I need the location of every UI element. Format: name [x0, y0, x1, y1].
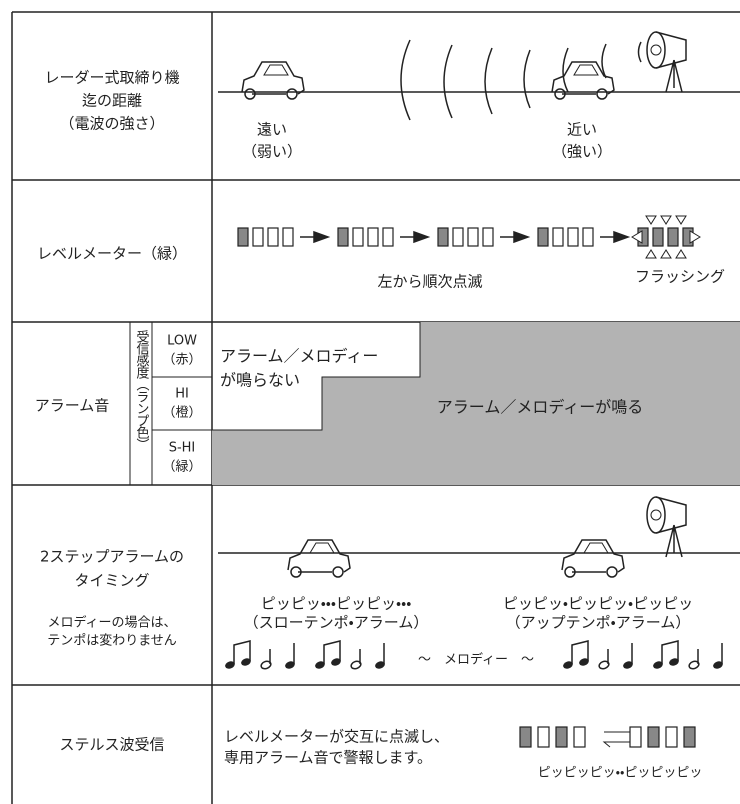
near-label: （強い） — [552, 143, 612, 161]
row-label: アラーム音 — [35, 397, 110, 415]
slow-label: （スローテンポ・アラーム） — [244, 614, 429, 632]
meter-segment — [629, 726, 642, 748]
meter-segment — [537, 726, 550, 748]
sounds-label: アラーム／メロディーが鳴る — [437, 398, 643, 417]
meter-segment — [237, 227, 249, 247]
row-label: 2ステップアラームの — [40, 548, 184, 566]
row-label: 迄の距離 — [82, 92, 142, 110]
level-meter — [237, 215, 701, 259]
meter-arrow — [300, 230, 331, 244]
row-label: ステルス波受信 — [59, 736, 164, 754]
flash-mark — [675, 249, 687, 259]
meter-segment — [482, 227, 494, 247]
meter-segment — [467, 227, 479, 247]
flash-mark — [645, 215, 657, 225]
meter-segment — [582, 227, 594, 247]
meter-segment — [552, 227, 564, 247]
silent-label: が鳴らない — [220, 371, 300, 390]
level-color: （緑） — [162, 460, 201, 475]
fast-label: （アップテンポ・アラーム） — [506, 614, 691, 632]
flash-mark — [675, 215, 687, 225]
meter-arrow — [600, 230, 631, 244]
meter-segment — [382, 227, 394, 247]
stealth-description: レベルメーターが交互に点滅し、 — [224, 728, 449, 746]
meter-segment — [573, 726, 586, 748]
meter-segment — [367, 227, 379, 247]
near-label: 近い — [567, 121, 597, 139]
flash-mark — [660, 215, 672, 225]
far-label: （弱い） — [242, 143, 302, 161]
row-label: レベルメーター（緑） — [37, 245, 187, 263]
far-label: 遠い — [257, 121, 287, 139]
meter-segment — [337, 227, 349, 247]
row-note: メロディーの場合は、 — [47, 615, 176, 631]
level-color: （橙） — [162, 406, 201, 421]
level-name: HI — [175, 387, 189, 402]
meter-segment — [647, 726, 660, 748]
stealth-meter — [519, 726, 696, 748]
flash-mark — [631, 230, 701, 244]
flash-mark — [660, 249, 672, 259]
fast-label: ピッピッ・ピッピッ・ピッピッ — [503, 595, 693, 613]
sensitivity-label: 受信感度（ランプ色） — [134, 330, 150, 450]
melody-label: ～ メロディー ～ — [418, 652, 534, 668]
meter-segment — [665, 726, 678, 748]
meter-segment — [555, 726, 568, 748]
stealth-sound: ピッピッピッ・・ピッピッピッ — [538, 766, 703, 781]
row-label: レーダー式取締り機 — [44, 69, 179, 87]
meter-segment — [667, 227, 679, 247]
level-color: （赤） — [162, 353, 201, 368]
meter-arrow — [500, 230, 531, 244]
two-step-illustration — [218, 496, 740, 671]
meter-segment — [452, 227, 464, 247]
level-name: LOW — [167, 334, 197, 349]
slow-label: ピッピッ・・・ピッピッ・・・ — [261, 595, 412, 613]
meter-segment — [652, 227, 664, 247]
meter-segment — [352, 227, 364, 247]
meter-segment — [519, 726, 532, 748]
meter-segment — [437, 227, 449, 247]
table-rules — [11, 11, 740, 804]
silent-label: アラーム／メロディー — [220, 347, 378, 366]
level-name: S-HI — [169, 441, 196, 456]
stealth-description: 専用アラーム音で警報します。 — [224, 749, 432, 767]
meter-segment — [567, 227, 579, 247]
meter-segment — [267, 227, 279, 247]
flash-mark — [645, 249, 657, 259]
meter-arrow — [400, 230, 431, 244]
meter-segment — [282, 227, 294, 247]
meter-segment — [537, 227, 549, 247]
row-label: （電波の強さ） — [59, 115, 164, 133]
row-label: タイミング — [74, 572, 149, 590]
row-note: テンポは変わりません — [47, 633, 177, 649]
meter-segment — [683, 726, 696, 748]
meter-caption: 左から順次点滅 — [377, 273, 482, 291]
meter-segment — [252, 227, 264, 247]
radar-illustration — [218, 31, 740, 121]
alarm-area — [212, 322, 740, 485]
meter-caption: フラッシング — [635, 268, 725, 286]
